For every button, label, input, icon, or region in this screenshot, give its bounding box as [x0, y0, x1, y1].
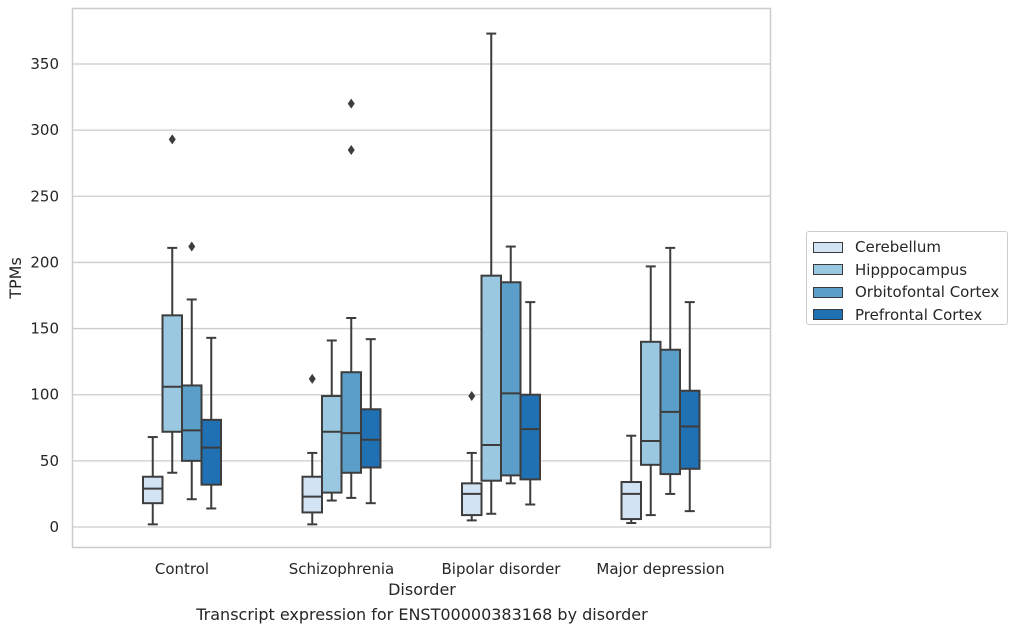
- box-iqr: [181, 384, 203, 462]
- box-orbitofontal-cortex-0: [181, 241, 203, 501]
- box-prefrontal-cortex-0: [200, 336, 222, 510]
- box-iqr: [200, 418, 222, 486]
- legend-label-orbitofrontal-cortex: Orbitofontal Cortex: [855, 283, 1000, 302]
- box-iqr: [161, 314, 183, 433]
- legend-label-prefrontal-cortex: Prefrontal Cortex: [855, 305, 983, 324]
- box-iqr: [500, 281, 522, 477]
- box-iqr: [142, 475, 164, 505]
- box-iqr: [519, 393, 541, 481]
- box-iqr: [461, 482, 483, 517]
- outlier-point: [188, 241, 196, 252]
- y-tick-label-350: 350: [30, 55, 59, 73]
- outlier-point: [347, 98, 355, 109]
- legend-item-orbitofrontal-cortex: Orbitofontal Cortex: [807, 281, 1007, 304]
- legend-label-cerebellum: Cerebellum: [855, 238, 941, 257]
- legend-item-hippocampus: Hipppocampus: [807, 259, 1007, 282]
- box-iqr: [301, 475, 323, 514]
- box-orbitofontal-cortex-3: [659, 246, 681, 495]
- outlier-point: [308, 373, 316, 384]
- box-cerebellum-2: [461, 391, 483, 522]
- box-iqr: [640, 340, 662, 466]
- outlier-point: [468, 391, 476, 402]
- tick-labels: 0 50 100 150 200 250 300 350 Control Schizophreni…: [30, 55, 724, 578]
- box-iqr: [620, 481, 642, 521]
- box-layer: [142, 32, 701, 526]
- legend-swatch-prefrontal-cortex: [813, 309, 843, 321]
- box-prefrontal-cortex-2: [519, 301, 541, 506]
- box-prefrontal-cortex-1: [360, 338, 382, 505]
- box-hipppocampus-1: [321, 339, 343, 502]
- x-tick-label-control: Control: [155, 560, 209, 578]
- legend-swatch-hippocampus: [813, 264, 843, 276]
- plot-area-frame: [71, 7, 772, 549]
- box-hipppocampus-0: [161, 134, 183, 474]
- y-tick-label-250: 250: [30, 187, 59, 205]
- box-iqr: [340, 371, 362, 474]
- box-orbitofontal-cortex-1: [340, 98, 362, 499]
- x-axis-title: Disorder: [388, 580, 456, 599]
- y-tick-label-0: 0: [49, 518, 59, 536]
- y-tick-label-150: 150: [30, 320, 59, 338]
- box-cerebellum-3: [620, 434, 642, 525]
- y-tick-label-200: 200: [30, 253, 59, 271]
- box-prefrontal-cortex-3: [679, 301, 701, 513]
- outlier-point: [168, 134, 176, 145]
- box-cerebellum-0: [142, 436, 164, 526]
- x-tick-label-schizophrenia: Schizophrenia: [289, 560, 394, 578]
- box-iqr: [360, 408, 382, 469]
- y-tick-label-300: 300: [30, 121, 59, 139]
- legend-item-cerebellum: Cerebellum: [807, 236, 1007, 259]
- legend-swatch-cerebellum: [813, 241, 843, 253]
- box-orbitofontal-cortex-2: [500, 245, 522, 485]
- outlier-point: [347, 144, 355, 155]
- legend-swatch-orbitofrontal-cortex: [813, 286, 843, 298]
- x-tick-label-bipolar-disorder: Bipolar disorder: [442, 560, 562, 578]
- box-iqr: [480, 274, 502, 482]
- x-tick-label-major-depression: Major depression: [596, 560, 724, 578]
- box-iqr: [679, 389, 701, 470]
- y-tick-label-50: 50: [40, 452, 59, 470]
- y-axis-title: TPMs: [6, 257, 25, 300]
- box-iqr: [321, 395, 343, 494]
- box-hipppocampus-2: [480, 32, 502, 515]
- box-cerebellum-1: [301, 373, 323, 526]
- y-tick-label-100: 100: [30, 386, 59, 404]
- legend: Cerebellum Hipppocampus Orbitofontal Cor…: [806, 231, 1008, 325]
- legend-item-prefrontal-cortex: Prefrontal Cortex: [807, 304, 1007, 327]
- box-hipppocampus-3: [640, 265, 662, 517]
- legend-label-hippocampus: Hipppocampus: [855, 260, 968, 279]
- chart-caption: Transcript expression for ENST0000038316…: [196, 605, 648, 624]
